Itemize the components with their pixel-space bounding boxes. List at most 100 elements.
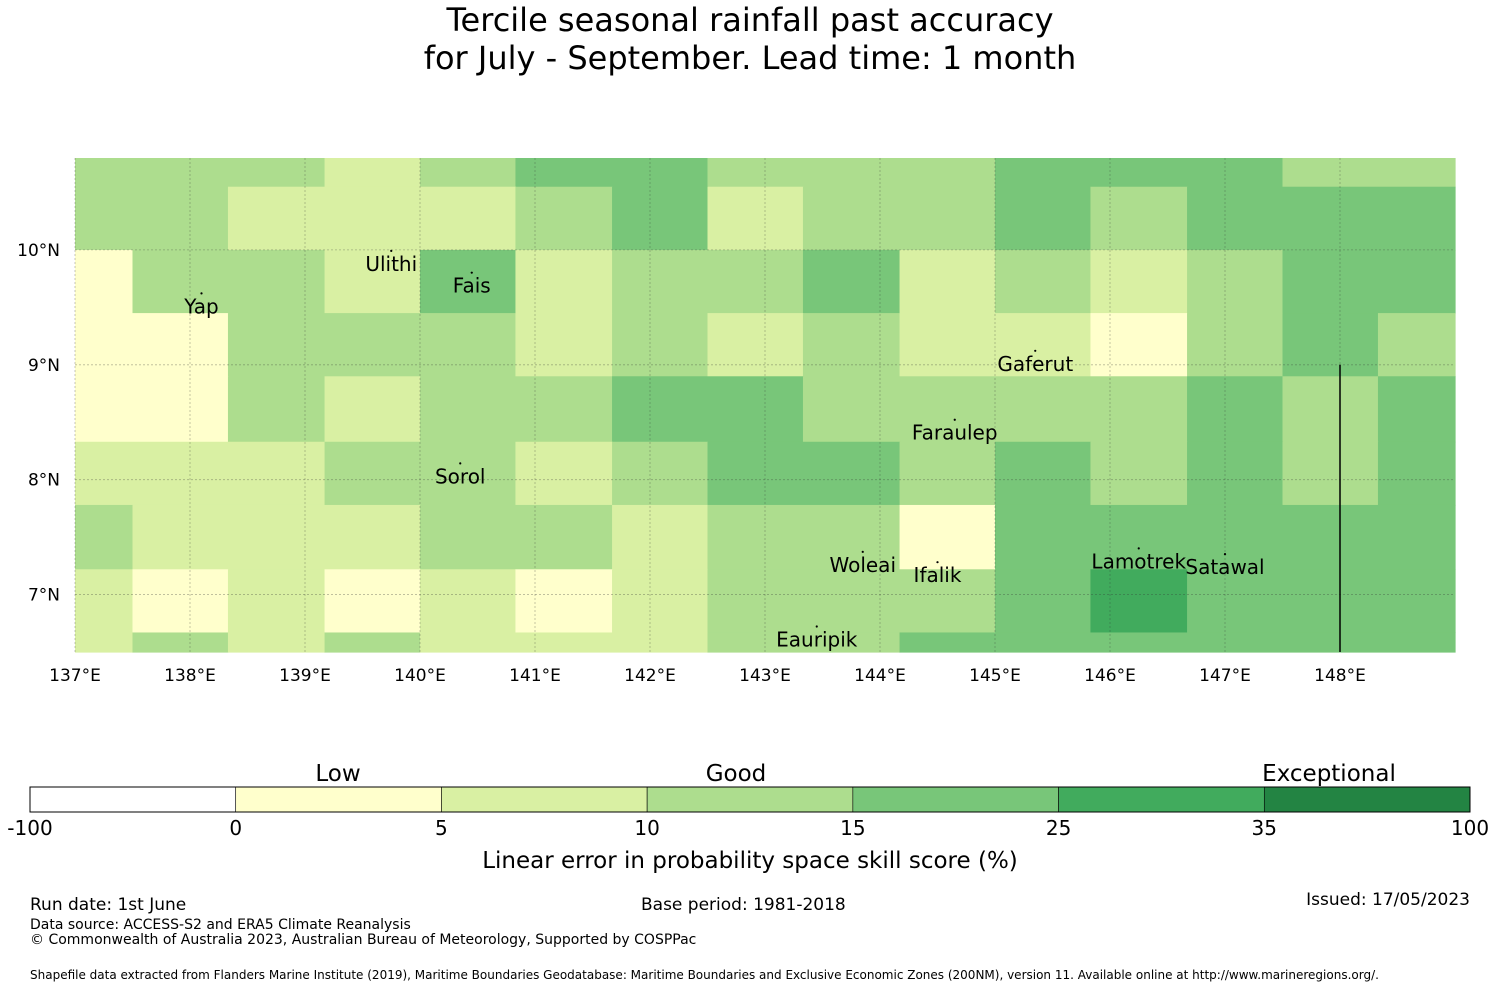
grid-cell [612, 364, 709, 377]
grid-cell [227, 364, 517, 377]
grid-cell [75, 364, 229, 377]
place-label: Faraulep [912, 421, 998, 445]
grid-cell [995, 158, 1284, 188]
colorbar-category-label: Exceptional [1262, 761, 1396, 787]
grid-cell [1090, 441, 1188, 506]
colorbar-axis-label: Linear error in probability space skill … [482, 848, 1018, 874]
grid-cell [802, 186, 996, 251]
grid-cell [899, 313, 1092, 366]
grid-cell [707, 186, 804, 251]
grid-cell [324, 376, 421, 443]
grid-cell [515, 158, 709, 188]
grid-cell [612, 441, 709, 506]
grid-cell [132, 632, 229, 653]
grid-cell [802, 313, 901, 366]
place-label: Gaferut [997, 352, 1073, 376]
grid-cell [707, 158, 996, 188]
grid-cell [1282, 376, 1379, 443]
grid-cell [899, 632, 1456, 653]
map-axes: 10°N 9°N 8°N 7°N 137°E 138°E 139°E 140°E 141°E 14… [17, 241, 1366, 686]
grid-cell [995, 186, 1092, 251]
latitude-tick-label: 10°N [17, 241, 60, 261]
grid-cell [995, 504, 1456, 570]
island-icon [200, 292, 203, 295]
grid-cell [612, 313, 709, 366]
grid-cell [75, 249, 134, 314]
island-icon [861, 550, 864, 553]
grid-cell [132, 569, 229, 634]
grid-cell [612, 249, 804, 314]
longitude-tick-label: 138°E [164, 666, 216, 686]
island-icon [459, 462, 462, 465]
longitude-tick-label: 139°E [279, 666, 331, 686]
place-label: Lamotrek [1091, 549, 1186, 573]
grid-cell [75, 313, 229, 366]
grid-cell [75, 569, 134, 634]
grid-cell [75, 441, 326, 506]
place-labels: Ulithi Yap Fais Gaferut Faraulep Sorol Woleai I… [183, 252, 1264, 652]
grid-cell [227, 569, 326, 634]
colorbar-tick-label: 35 [1252, 816, 1277, 840]
colorbar-legend: -100 0 5 10 15 25 35 100 Low Good Exceptional Linea… [7, 761, 1489, 874]
grid-cell [707, 313, 804, 366]
shapefile-credit: Shapefile data extracted from Flanders M… [30, 968, 1379, 982]
longitude-tick-label: 140°E [394, 666, 446, 686]
place-label: Woleai [829, 553, 896, 577]
colorbar-swatch [235, 786, 442, 813]
grid-cell [420, 376, 613, 443]
grid-cell [802, 249, 901, 314]
grid-cell [75, 376, 229, 443]
grid-cell [1282, 364, 1379, 377]
colorbar-tick-label: -100 [7, 816, 52, 840]
grid-cell [515, 186, 613, 251]
longitude-tick-label: 146°E [1084, 666, 1136, 686]
colorbar-swatch [646, 786, 854, 813]
grid-cell [1090, 364, 1188, 377]
island-icon [936, 561, 939, 564]
grid-cell [1090, 186, 1188, 251]
grid-cell [899, 364, 1092, 377]
place-label: Fais [453, 274, 491, 298]
grid-cell [1187, 569, 1456, 634]
grid-cell [802, 376, 1188, 443]
place-label: Satawal [1185, 555, 1264, 579]
island-icon [390, 249, 393, 252]
colorbar-tick-label: 100 [1451, 816, 1489, 840]
grid-cell [324, 441, 517, 506]
colorbar-swatch [441, 786, 648, 813]
grid-cell [324, 158, 421, 188]
grid-cell [132, 504, 421, 570]
colorbar-category-label: Low [315, 761, 360, 787]
grid-cell [1187, 441, 1284, 506]
issued-date: Issued: 17/05/2023 [1306, 890, 1470, 910]
island-icon [815, 625, 818, 628]
island-icon [953, 418, 956, 421]
grid-cell [420, 249, 517, 314]
island-icon [1034, 349, 1037, 352]
colorbar-swatch [1058, 786, 1265, 813]
island-markers [200, 249, 1227, 628]
grid-cell [324, 632, 421, 653]
grid-cell [707, 569, 996, 634]
grid-cell [802, 364, 901, 377]
place-label: Sorol [435, 464, 486, 488]
latitude-tick-label: 9°N [28, 356, 60, 376]
grid-cell [1187, 249, 1284, 314]
grid-cell [995, 249, 1092, 314]
place-label: Ifalik [914, 563, 962, 587]
grid-cell [515, 441, 613, 506]
grid-cell [707, 441, 901, 506]
grid-cell [75, 632, 134, 653]
grid-cell [612, 376, 804, 443]
run-date: Run date: 1st June [30, 895, 187, 915]
grid-cell [420, 504, 613, 570]
grid-cell [420, 632, 709, 653]
grid-cell [707, 364, 804, 377]
grid-cell [1187, 313, 1284, 366]
grid-cell [899, 441, 996, 506]
grid-cell [515, 313, 613, 366]
grid-cell [420, 569, 517, 634]
grid-cell [1090, 249, 1188, 314]
latitude-tick-label: 7°N [28, 586, 60, 606]
